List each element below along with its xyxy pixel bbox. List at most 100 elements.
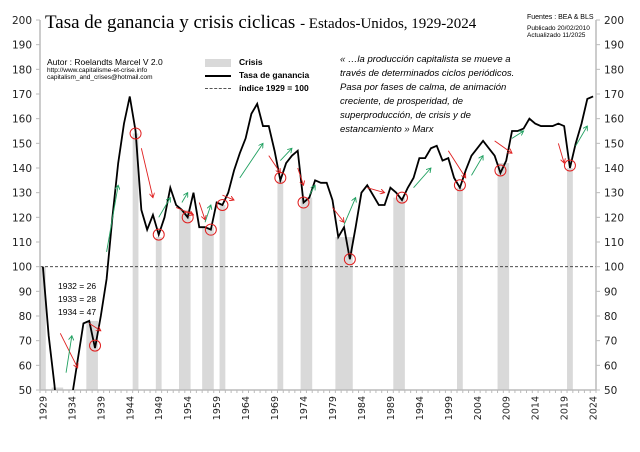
crisis-bar [497, 163, 510, 390]
y-tick-label-right: 90 [604, 286, 617, 298]
down-arrow [268, 155, 281, 173]
crisis-circle [494, 164, 507, 177]
legend-crisis: Crisis [205, 56, 309, 69]
crisis-circle [152, 228, 165, 241]
crisis-circle [297, 196, 310, 209]
x-tick-label: 2009 [502, 396, 513, 420]
y-tick-label-left: 200 [12, 15, 32, 27]
x-tick-label: 1989 [386, 396, 397, 420]
crisis-circle [274, 171, 287, 184]
y-tick-label-right: 80 [604, 311, 617, 323]
crisis-circle [216, 199, 229, 211]
y-tick-label-right: 50 [604, 385, 617, 397]
y-tick-label-left: 150 [12, 138, 32, 150]
down-arrow [447, 150, 465, 178]
x-tick-label: 1979 [328, 396, 339, 420]
up-arrow [204, 205, 211, 223]
x-tick-label: 2024 [589, 396, 600, 420]
crisis-bar [393, 197, 405, 390]
up-arrow [181, 193, 188, 203]
y-tick-label-left: 50 [19, 385, 32, 397]
y-tick-label-right: 130 [604, 188, 624, 200]
down-arrow [198, 202, 205, 220]
crisis-circle [129, 127, 142, 140]
down-arrow [59, 333, 77, 368]
author-email: capitalism_and_crises@hotmail.com [47, 74, 153, 81]
x-tick-label: 2004 [473, 396, 484, 420]
crisis-bar [132, 133, 139, 390]
down-arrow [88, 323, 101, 330]
y-tick-label-left: 160 [12, 114, 32, 126]
legend-rate: Tasa de ganancia [205, 69, 309, 82]
y-tick-label-right: 190 [604, 40, 624, 52]
y-tick-label-left: 140 [12, 163, 32, 175]
down-arrow [222, 194, 234, 200]
down-arrow [367, 187, 384, 193]
y-tick-label-right: 140 [604, 163, 624, 175]
crisis-bar [567, 168, 573, 390]
y-tick-label-right: 150 [604, 138, 624, 150]
legend-swatch-crisis [205, 58, 231, 67]
x-tick-label: 1994 [415, 396, 426, 420]
up-arrow [158, 198, 171, 218]
y-tick-label-right: 200 [604, 15, 624, 27]
down-arrow [175, 207, 193, 214]
legend-index: índice 1929 = 100 [205, 82, 309, 95]
x-tick-label: 1959 [212, 396, 223, 420]
crisis-bar [457, 187, 463, 390]
up-arrow [308, 185, 315, 196]
down-arrow [494, 140, 512, 153]
x-tick-label: 1984 [357, 396, 368, 420]
up-arrow [343, 198, 356, 225]
y-tick-label-left: 80 [19, 311, 32, 323]
published-date: Publicado 20/02/2010 [527, 25, 590, 32]
y-tick-label-right: 100 [604, 262, 624, 274]
crisis-circle [453, 179, 466, 192]
y-tick-label-left: 110 [12, 237, 32, 249]
down-arrow [332, 207, 344, 222]
up-arrow [280, 148, 292, 161]
crisis-circle [204, 223, 217, 236]
chart-subtitle: - Estados-Unidos, 1929-2024 [300, 16, 477, 32]
up-arrow [239, 143, 263, 179]
x-tick-label: 1999 [444, 396, 455, 420]
author-block: Autor : Roelandts Marcel V 2.0 http://ww… [47, 57, 163, 81]
y-tick-label-left: 120 [12, 212, 32, 224]
legend-swatch-line [205, 74, 231, 77]
crisis-circle [343, 253, 356, 266]
crisis-bar [86, 320, 98, 390]
crisis-bar [51, 387, 64, 390]
crisis-bar [202, 227, 214, 390]
author-name: Autor : Roelandts Marcel V 2.0 [47, 57, 163, 67]
sources-block: Fuentes : BEA & BLS Publicado 20/02/2010… [527, 14, 594, 39]
annotations: 1932 = 26 1933 = 28 1934 = 47 [58, 280, 96, 319]
x-tick-label: 1964 [241, 396, 252, 420]
crisis-circle [181, 211, 194, 224]
sources: Fuentes : BEA & BLS [527, 14, 594, 21]
crisis-bar [179, 209, 191, 390]
up-arrow [471, 156, 483, 176]
crisis-circle [395, 191, 408, 204]
up-arrow [511, 131, 524, 139]
up-arrow [65, 336, 72, 373]
y-tick-label-left: 60 [19, 360, 32, 372]
crisis-bar [277, 180, 284, 390]
series-line [41, 95, 594, 390]
x-tick-label: 1934 [67, 396, 78, 420]
x-tick-label: 1969 [270, 396, 281, 420]
y-tick-label-right: 160 [604, 114, 624, 126]
crisis-bar [155, 237, 162, 390]
up-arrow [575, 126, 588, 147]
annotation: 1934 = 47 [58, 307, 97, 317]
crisis-bar [300, 197, 313, 390]
marx-quote: « …la producción capitalista se mueve a … [340, 54, 515, 135]
legend-swatch-dashed [205, 88, 231, 90]
author-url: http://www.capitalisme-et-crise.info [47, 67, 148, 74]
y-tick-label-right: 180 [604, 64, 624, 76]
x-tick-label: 2019 [560, 396, 571, 420]
crisis-circle [89, 339, 102, 352]
y-tick-label-right: 170 [604, 89, 624, 101]
x-tick-label: 1974 [299, 396, 310, 420]
